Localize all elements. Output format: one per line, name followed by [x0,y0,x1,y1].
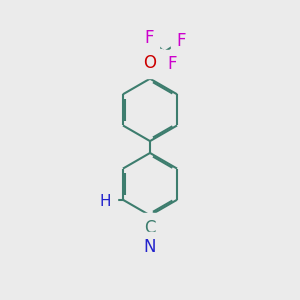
Text: O: O [143,54,157,72]
Text: H: H [94,198,106,213]
Text: F: F [177,32,186,50]
Text: N: N [144,238,156,256]
Text: N: N [94,188,106,206]
Text: F: F [144,28,154,46]
Text: H: H [100,194,112,209]
Text: F: F [167,56,176,74]
Text: C: C [144,219,156,237]
